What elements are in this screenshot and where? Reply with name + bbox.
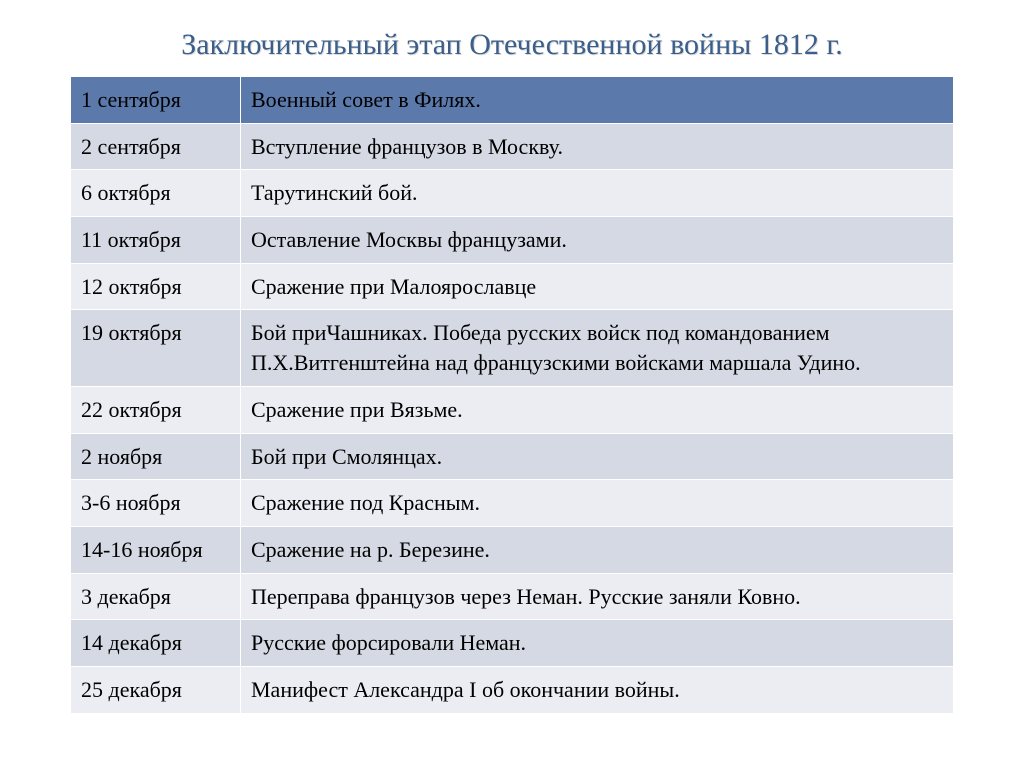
table-row: 11 октября Оставление Москвы французами.	[71, 217, 954, 264]
cell-date: 3-6 ноября	[71, 480, 241, 527]
page-title: Заключительный этап Отечественной войны …	[70, 28, 954, 62]
slide: Заключительный этап Отечественной войны …	[0, 0, 1024, 767]
table-row: 1 сентября Военный совет в Филях.	[71, 77, 954, 124]
cell-date: 2 ноября	[71, 433, 241, 480]
cell-event: Тарутинский бой.	[241, 170, 954, 217]
cell-date: 22 октября	[71, 386, 241, 433]
cell-date: 25 декабря	[71, 666, 241, 713]
cell-event: Сражение под Красным.	[241, 480, 954, 527]
cell-event: Бой приЧашниках. Победа русских войск по…	[241, 310, 954, 386]
cell-event: Сражение при Вязьме.	[241, 386, 954, 433]
table-row: 14-16 ноября Сражение на р. Березине.	[71, 526, 954, 573]
cell-event: Переправа французов через Неман. Русские…	[241, 573, 954, 620]
cell-date: 1 сентября	[71, 77, 241, 124]
cell-date: 12 октября	[71, 263, 241, 310]
table-row: 2 сентября Вступление французов в Москву…	[71, 123, 954, 170]
table-row: 12 октября Сражение при Малоярославце	[71, 263, 954, 310]
table-row: 19 октября Бой приЧашниках. Победа русск…	[71, 310, 954, 386]
table-row: 14 декабря Русские форсировали Неман.	[71, 620, 954, 667]
cell-date: 2 сентября	[71, 123, 241, 170]
cell-date: 3 декабря	[71, 573, 241, 620]
table-row: 3 декабря Переправа французов через Нема…	[71, 573, 954, 620]
cell-event: Русские форсировали Неман.	[241, 620, 954, 667]
table-row: 25 декабря Манифест Александра I об окон…	[71, 666, 954, 713]
table-row: 2 ноября Бой при Смолянцах.	[71, 433, 954, 480]
events-table: 1 сентября Военный совет в Филях. 2 сент…	[70, 76, 954, 714]
cell-event: Сражение на р. Березине.	[241, 526, 954, 573]
cell-event: Оставление Москвы французами.	[241, 217, 954, 264]
cell-date: 19 октября	[71, 310, 241, 386]
cell-event: Бой при Смолянцах.	[241, 433, 954, 480]
cell-date: 6 октября	[71, 170, 241, 217]
cell-event: Военный совет в Филях.	[241, 77, 954, 124]
cell-date: 14 декабря	[71, 620, 241, 667]
cell-event: Манифест Александра I об окончании войны…	[241, 666, 954, 713]
cell-event: Вступление французов в Москву.	[241, 123, 954, 170]
table-row: 3-6 ноября Сражение под Красным.	[71, 480, 954, 527]
cell-event: Сражение при Малоярославце	[241, 263, 954, 310]
cell-date: 14-16 ноября	[71, 526, 241, 573]
table-row: 6 октября Тарутинский бой.	[71, 170, 954, 217]
cell-date: 11 октября	[71, 217, 241, 264]
table-row: 22 октября Сражение при Вязьме.	[71, 386, 954, 433]
